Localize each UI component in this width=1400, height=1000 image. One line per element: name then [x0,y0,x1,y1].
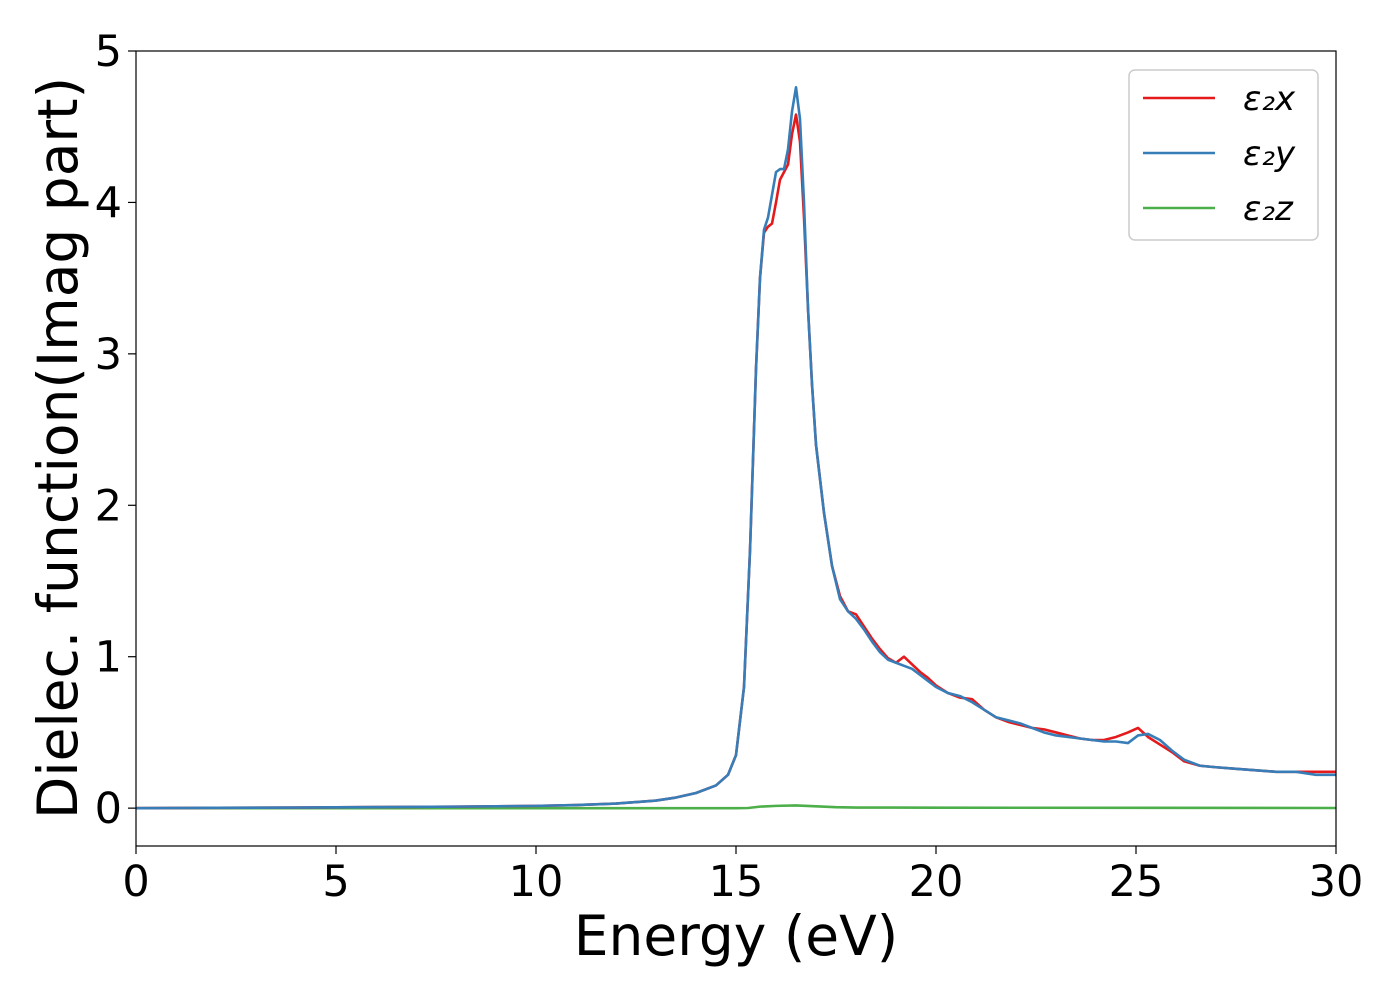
y-tick-label: 5 [95,27,122,77]
x-tick-label: 30 [1309,857,1364,907]
y-axis-label: Dielec. function(Imag part) [26,77,90,819]
legend-label: ε₂x [1243,79,1296,119]
series-line-2 [136,804,1336,810]
y-tick-label: 1 [95,633,122,683]
x-tick-label: 0 [122,857,149,907]
legend-box [1128,69,1319,241]
legend: ε₂x ε₂y ε₂z [1128,69,1319,241]
x-axis-label: Energy (eV) [574,904,898,968]
y-tick-label: 2 [95,481,122,531]
y-tick-label: 4 [95,178,122,228]
x-axis-ticks: 0 5 10 15 20 25 30 [122,846,1363,907]
y-tick-label: 3 [95,330,122,380]
x-tick-label: 20 [909,857,964,907]
x-tick-label: 15 [709,857,764,907]
series-layer [136,86,1336,810]
x-tick-label: 25 [1109,857,1164,907]
x-tick-label: 10 [509,857,564,907]
legend-label: ε₂z [1243,189,1294,229]
y-tick-label: 0 [95,784,122,834]
legend-label: ε₂y [1243,134,1296,174]
series-line-1 [136,86,1336,810]
y-axis-ticks: 0 1 2 3 4 5 [95,27,136,834]
x-tick-label: 5 [322,857,349,907]
